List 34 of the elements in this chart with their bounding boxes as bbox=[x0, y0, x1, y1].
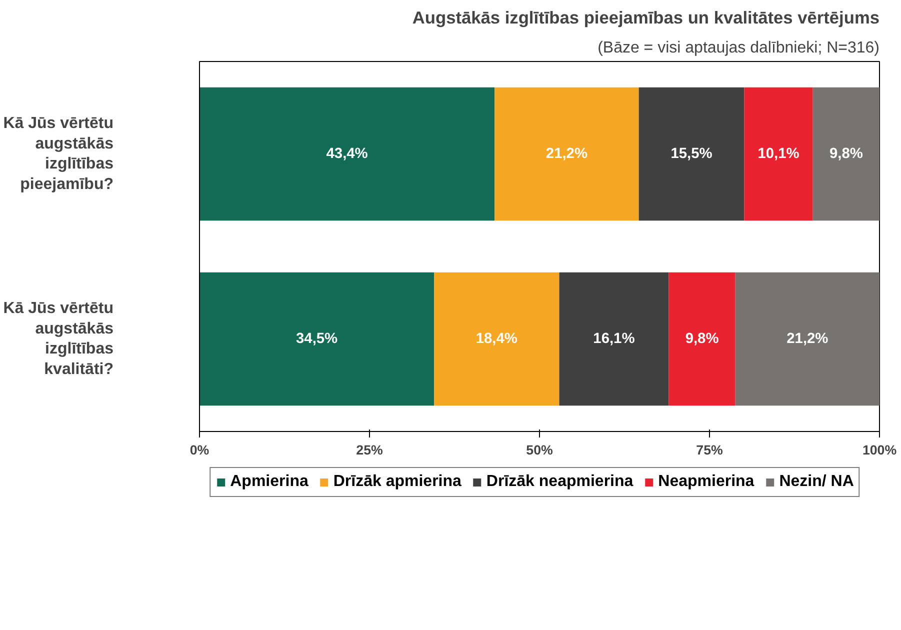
data-label: 10,1% bbox=[758, 146, 800, 162]
bar bbox=[812, 87, 880, 221]
x-tick-label: 0% bbox=[190, 442, 210, 458]
legend-label: Drīzāk neapmierina bbox=[486, 473, 634, 491]
legend-label: Apmierina bbox=[230, 473, 308, 491]
bar bbox=[638, 87, 744, 221]
data-label: 18,4% bbox=[476, 331, 518, 347]
bar bbox=[735, 272, 880, 406]
x-tick-label: 25% bbox=[356, 442, 383, 458]
data-label: 9,8% bbox=[829, 146, 863, 162]
bar bbox=[744, 87, 813, 221]
legend-label: Neapmierina bbox=[658, 473, 754, 491]
x-tick-label: 100% bbox=[862, 442, 897, 458]
bar bbox=[434, 272, 560, 406]
legend-label: Drīzāk apmierina bbox=[333, 473, 462, 491]
chart-subtitle: (Bāze = visi aptaujas dalībnieki; N=316) bbox=[598, 40, 880, 56]
x-tick-label: 50% bbox=[526, 442, 553, 458]
bar bbox=[494, 87, 639, 221]
data-label: 15,5% bbox=[670, 146, 712, 162]
bar bbox=[200, 87, 495, 221]
data-label: 34,5% bbox=[296, 331, 338, 347]
data-label: 21,2% bbox=[546, 146, 588, 162]
data-label: 43,4% bbox=[326, 146, 368, 162]
data-label: 21,2% bbox=[786, 331, 828, 347]
y-tick-label: Kā Jūs vērtētu augstākās izglītības kvalitāti? bbox=[3, 300, 114, 378]
legend-label: Nezin/ NA bbox=[779, 473, 854, 491]
data-label: 9,8% bbox=[685, 331, 719, 347]
x-tick-label: 75% bbox=[696, 442, 723, 458]
y-tick-label: Kā Jūs vērtētu augstākās izglītības pieejamību? bbox=[3, 114, 114, 194]
chart-title: Augstākās izglītības pieejamības un kvalitātes vērtējums bbox=[412, 8, 880, 28]
bar bbox=[200, 272, 434, 406]
bar bbox=[668, 272, 736, 406]
bar bbox=[559, 272, 669, 406]
data-label: 16,1% bbox=[593, 331, 635, 347]
